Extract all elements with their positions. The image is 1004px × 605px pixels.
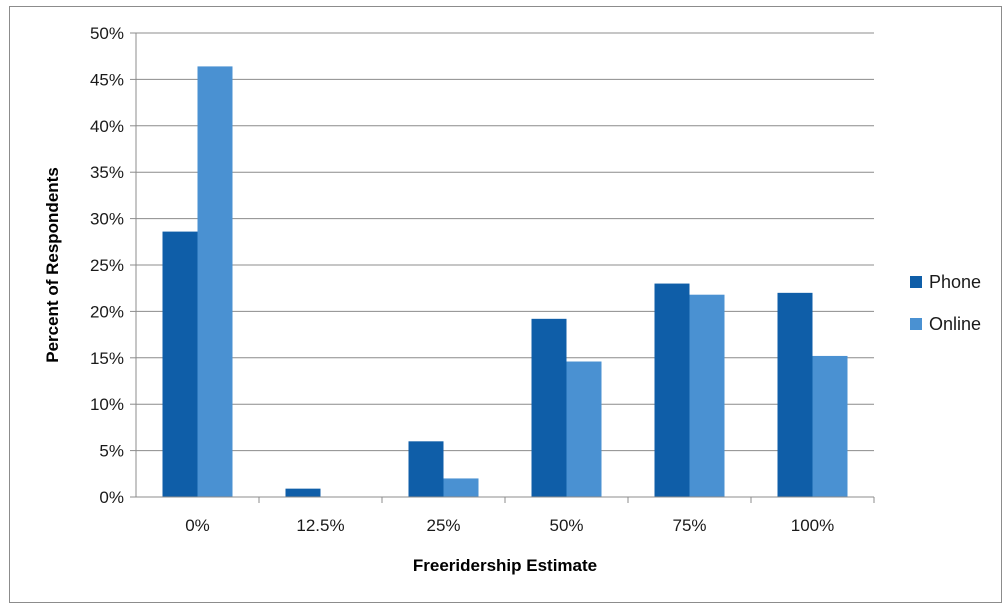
bar-phone-2 bbox=[408, 441, 444, 497]
bar-phone-0 bbox=[162, 231, 198, 498]
bar-online-0 bbox=[197, 66, 233, 498]
legend-swatch-phone bbox=[910, 276, 922, 288]
bars bbox=[162, 66, 848, 498]
x-axis-title: Freeridership Estimate bbox=[413, 556, 597, 575]
x-tick-labels: 0% 12.5% 25% 50% 75% 100% bbox=[185, 516, 834, 535]
x-tick-label: 0% bbox=[185, 516, 210, 535]
y-tick-label: 50% bbox=[90, 24, 124, 43]
bar-online-5 bbox=[812, 355, 848, 497]
legend: Phone Online bbox=[910, 272, 981, 334]
x-tick-label: 25% bbox=[426, 516, 460, 535]
axes bbox=[130, 32, 875, 503]
bar-online-2 bbox=[443, 478, 479, 497]
y-tick-label: 45% bbox=[90, 70, 124, 89]
bar-online-4 bbox=[689, 294, 725, 497]
bar-phone-1 bbox=[285, 488, 321, 497]
y-tick-label: 0% bbox=[99, 488, 124, 507]
y-tick-label: 25% bbox=[90, 256, 124, 275]
x-tick-label: 12.5% bbox=[296, 516, 344, 535]
y-tick-label: 5% bbox=[99, 442, 124, 461]
y-tick-label: 40% bbox=[90, 117, 124, 136]
legend-label-phone: Phone bbox=[929, 272, 981, 292]
bar-phone-3 bbox=[531, 318, 567, 497]
y-tick-label: 20% bbox=[90, 302, 124, 321]
bar-online-3 bbox=[566, 361, 602, 497]
x-tick-label: 50% bbox=[549, 516, 583, 535]
bar-phone-4 bbox=[654, 283, 690, 497]
y-tick-label: 30% bbox=[90, 210, 124, 229]
y-axis-title: Percent of Respondents bbox=[43, 167, 62, 363]
y-tick-labels: 0% 5% 10% 15% 20% 25% 30% 35% 40% 45% 50% bbox=[90, 24, 124, 507]
bar-phone-5 bbox=[777, 292, 813, 497]
x-tick-label: 75% bbox=[672, 516, 706, 535]
y-tick-label: 15% bbox=[90, 349, 124, 368]
x-tick-label: 100% bbox=[791, 516, 834, 535]
y-tick-label: 35% bbox=[90, 163, 124, 182]
gridlines bbox=[136, 32, 874, 452]
legend-label-online: Online bbox=[929, 314, 981, 334]
legend-swatch-online bbox=[910, 318, 922, 330]
y-tick-label: 10% bbox=[90, 395, 124, 414]
